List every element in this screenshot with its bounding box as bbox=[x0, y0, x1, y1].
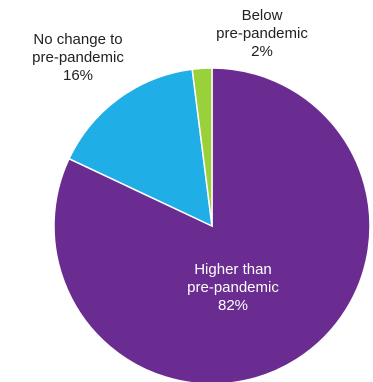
slice-label-line-2-0: Below bbox=[242, 7, 283, 24]
pie-slice-1 bbox=[68, 68, 213, 228]
slice-label-1: No change to pre-pandemic 16% bbox=[32, 31, 124, 84]
slice-label-line-1-2: 16% bbox=[63, 67, 93, 84]
pie-labels: Higher than pre-pandemic 82%No change to pr… bbox=[32, 7, 308, 314]
slice-label-0: Higher than pre-pandemic 82% bbox=[187, 261, 279, 314]
pie-slices bbox=[53, 67, 371, 382]
slice-label-line-2-2: 2% bbox=[251, 43, 273, 60]
slice-label-line-0-1: pre-pandemic bbox=[187, 279, 279, 296]
slice-label-line-2-1: pre-pandemic bbox=[216, 25, 308, 42]
slice-label-line-1-1: pre-pandemic bbox=[32, 49, 124, 66]
pie-slice-2 bbox=[191, 67, 213, 227]
slice-label-2: Below pre-pandemic 2% bbox=[216, 7, 308, 60]
slice-label-line-0-2: 82% bbox=[218, 297, 248, 314]
slice-label-line-0-0: Higher than bbox=[194, 261, 272, 278]
slice-label-line-1-0: No change to bbox=[33, 31, 122, 48]
